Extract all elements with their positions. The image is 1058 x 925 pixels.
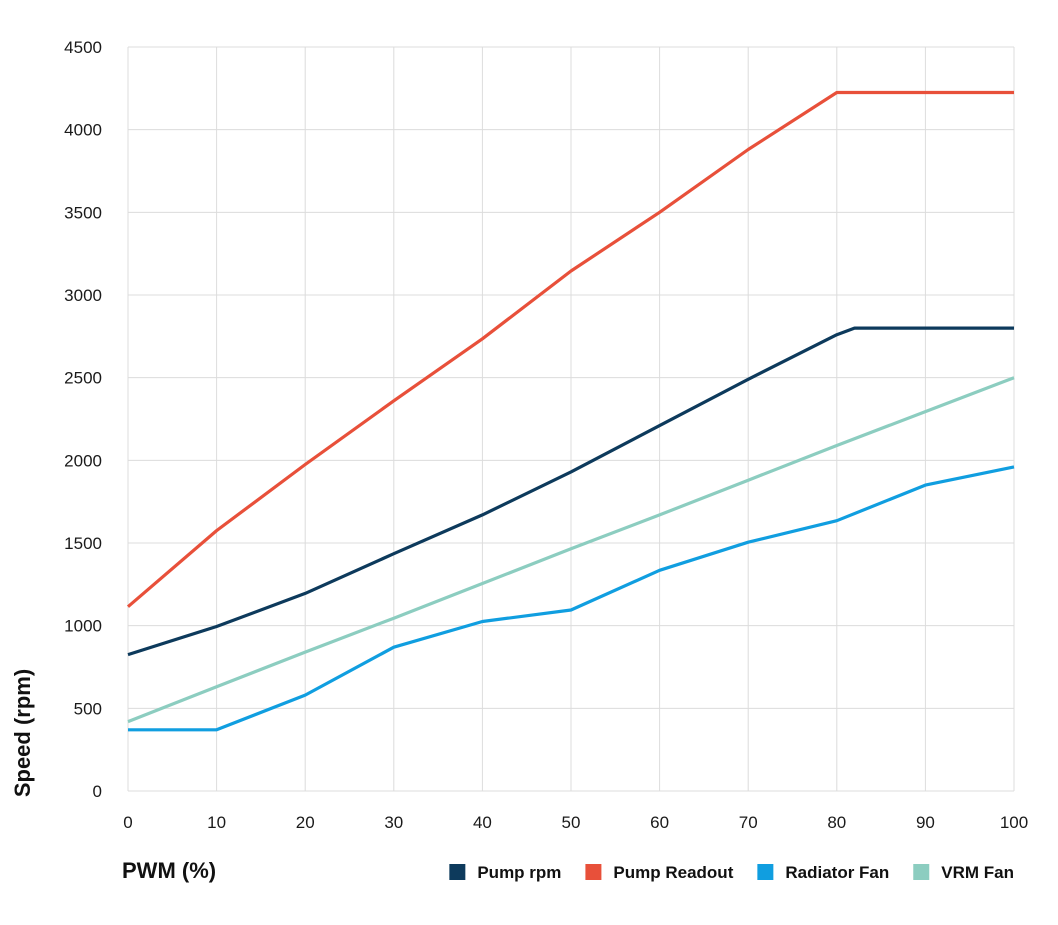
x-tick-label: 10: [207, 813, 226, 832]
y-tick-label: 500: [74, 699, 102, 718]
legend: Pump rpm Pump Readout Radiator Fan VRM Fan: [449, 863, 1014, 882]
legend-label: Radiator Fan: [785, 863, 889, 882]
legend-swatch: [585, 864, 602, 880]
legend-item: Radiator Fan: [757, 863, 889, 882]
series-line-pump-readout: [126, 90, 1014, 608]
legend-swatch: [449, 864, 466, 880]
grid: [127, 46, 1015, 792]
legend-label: Pump rpm: [477, 863, 561, 882]
x-tick-label: 90: [916, 813, 935, 832]
y-tick-label: 3000: [64, 286, 102, 305]
x-tick-label: 20: [296, 813, 315, 832]
x-tick-label: 100: [1000, 813, 1028, 832]
y-tick-label: 3500: [64, 203, 102, 222]
x-tick-label: 50: [562, 813, 581, 832]
y-axis-title: Speed (rpm): [10, 669, 35, 797]
series-line-vrm-fan: [127, 376, 1015, 724]
x-axis-title: PWM (%): [122, 858, 216, 883]
legend-item: VRM Fan: [913, 863, 1014, 882]
series-lines: [126, 90, 1015, 732]
y-tick-label: 1000: [64, 617, 102, 636]
legend-label: Pump Readout: [613, 863, 733, 882]
series-line-radiator-fan: [128, 465, 1015, 732]
x-tick-label: 30: [384, 813, 403, 832]
y-tick-label: 0: [93, 782, 102, 801]
y-tick-label: 4500: [64, 38, 102, 57]
legend-item: Pump rpm: [449, 863, 561, 882]
legend-swatch: [913, 864, 930, 880]
x-tick-label: 60: [650, 813, 669, 832]
x-tick-label: 70: [739, 813, 758, 832]
y-tick-label: 4000: [64, 121, 102, 140]
x-tick-label: 80: [827, 813, 846, 832]
legend-item: Pump Readout: [585, 863, 734, 882]
legend-swatch: [757, 864, 774, 880]
y-axis-ticks: 0 500 1000 1500 2000 2500 3000 3500 4000 4500: [64, 38, 102, 801]
x-tick-label: 0: [123, 813, 132, 832]
x-axis-ticks: 0 10 20 30 40 50 60 70 80 90 100: [123, 813, 1028, 832]
y-tick-label: 2500: [64, 369, 102, 388]
legend-label: VRM Fan: [941, 863, 1014, 882]
y-tick-label: 2000: [64, 451, 102, 470]
series-line-pump-rpm: [127, 326, 1014, 657]
x-tick-label: 40: [473, 813, 492, 832]
y-tick-label: 1500: [64, 534, 102, 553]
